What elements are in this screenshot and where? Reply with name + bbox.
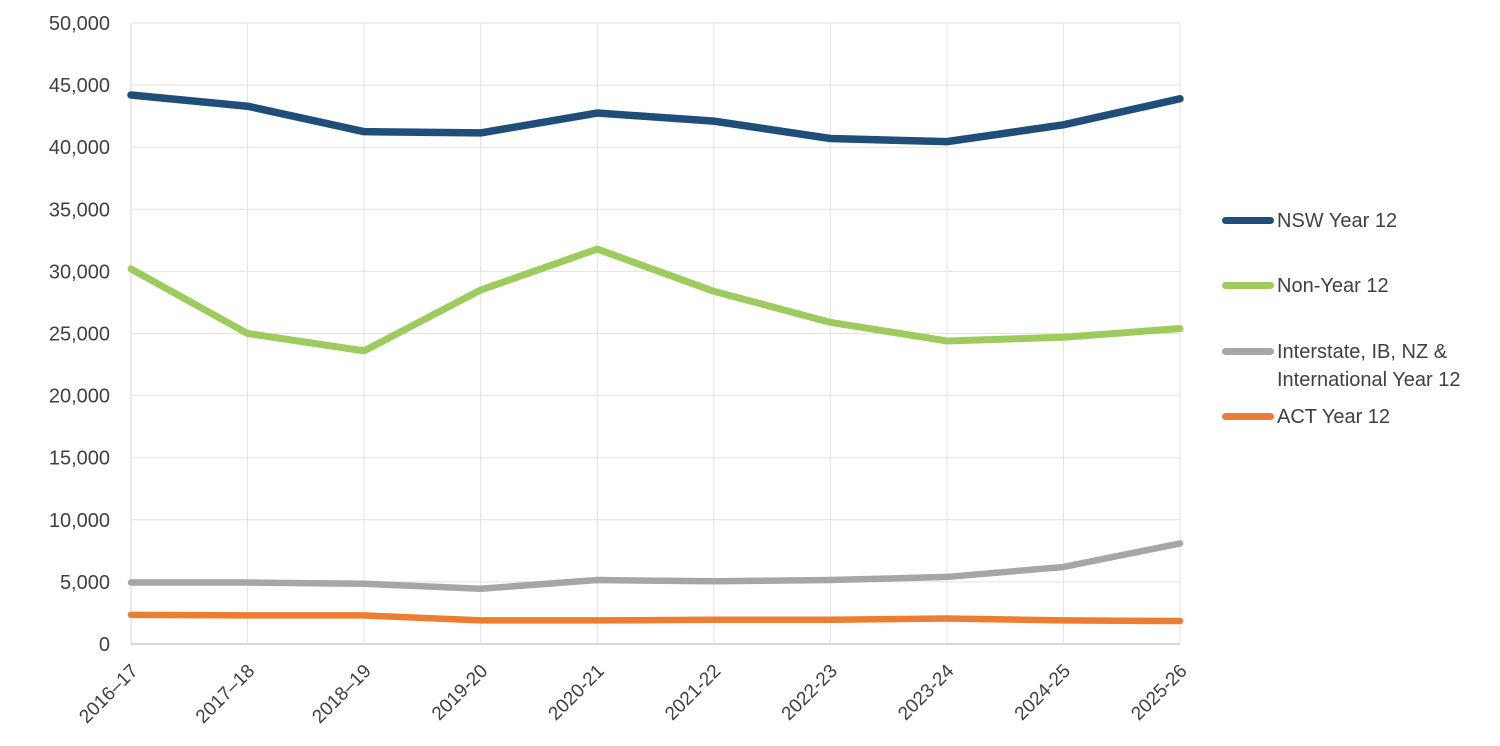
legend: NSW Year 12 Non-Year 12 Interstate, IB, … [1222,0,1490,746]
x-tick-label: 2024-25 [1011,661,1075,725]
y-tick-label: 20,000 [49,386,110,408]
y-tick-label: 35,000 [49,199,110,221]
series-line-nsw-year-12 [127,91,1184,146]
legend-label-act-year-12: ACT Year 12 [1277,406,1391,428]
y-tick-label: 45,000 [49,75,110,97]
legend-label-interstate-ib-nz-international: Interstate, IB, NZ & International Year … [1277,341,1461,391]
legend-item-non-year-12: Non-Year 12 [1222,272,1389,300]
y-tick-label: 30,000 [49,261,110,283]
series-line-non-year-12 [127,245,1184,355]
legend-swatch-act-year-12 [1222,413,1274,420]
x-tick-label: 2025-26 [1127,661,1191,725]
x-tick-label: 2021-22 [661,661,725,725]
x-tick-label: 2023-24 [894,660,958,724]
series-line-interstate-ib-nz-international-year-12 [127,540,1184,592]
legend-swatch-nsw-year-12 [1222,217,1274,224]
legend-swatch-non-year-12 [1222,282,1274,289]
legend-item-act-year-12: ACT Year 12 [1222,403,1390,431]
x-tick-label: 2020-21 [545,661,609,725]
y-tick-label: 50,000 [49,13,110,35]
x-tick-label: 2022-23 [778,661,842,725]
y-tick-label: 5,000 [60,572,110,594]
y-tick-label: 10,000 [49,510,110,532]
legend-item-nsw-year-12: NSW Year 12 [1222,207,1397,235]
legend-label-nsw-year-12: NSW Year 12 [1277,210,1398,232]
y-tick-label: 40,000 [49,137,110,159]
x-tick-label: 2018–19 [308,661,375,728]
x-tick-label: 2019-20 [428,661,492,725]
legend-label-non-year-12: Non-Year 12 [1277,275,1389,297]
y-tick-label: 15,000 [49,448,110,470]
x-tick-label: 2017–18 [192,661,259,728]
y-tick-label: 0 [99,634,110,656]
x-tick-label: 2016–17 [75,661,142,728]
y-tick-label: 25,000 [49,324,110,346]
legend-item-interstate-ib-nz-international: Interstate, IB, NZ & International Year … [1222,338,1489,394]
series-line-act-year-12 [127,611,1184,625]
legend-swatch-interstate-ib-nz-international [1222,348,1274,355]
